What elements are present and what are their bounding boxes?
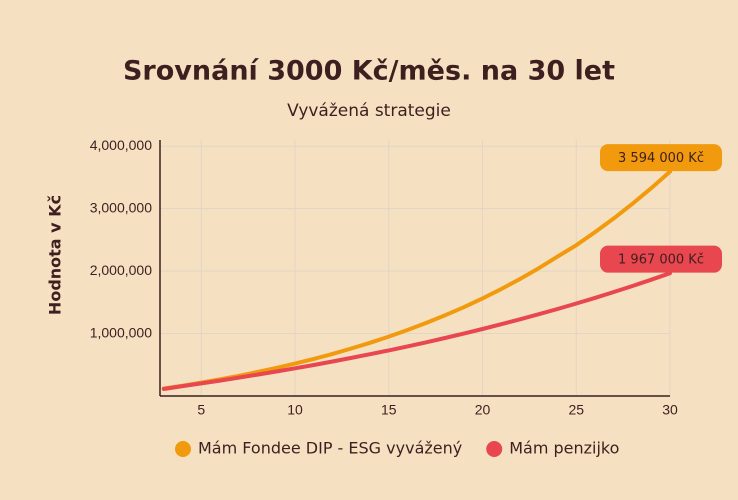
y-tick-label: 1,000,000 xyxy=(90,324,152,340)
series-line xyxy=(161,271,672,391)
y-axis-label: Hodnota v Kč xyxy=(46,195,65,315)
chart-subtitle: Vyvážená strategie xyxy=(287,101,451,121)
chart-title: Srovnání 3000 Kč/měs. na 30 let xyxy=(123,56,615,87)
legend-label: Mám penzijko xyxy=(509,439,619,458)
y-tick-label: 3,000,000 xyxy=(90,199,152,215)
y-tick-label: 2,000,000 xyxy=(90,262,152,278)
legend-marker xyxy=(486,441,503,457)
x-tick-label: 30 xyxy=(662,402,678,418)
x-tick-label: 25 xyxy=(568,402,584,418)
legend-label: Mám Fondee DIP - ESG vyvážený xyxy=(198,439,462,458)
y-tick-label: 4,000,000 xyxy=(90,137,152,153)
x-tick-label: 10 xyxy=(287,402,303,418)
value-label: 1 967 000 Kč xyxy=(618,253,704,268)
value-label-box xyxy=(600,144,722,172)
series-line xyxy=(161,169,672,391)
x-tick-label: 5 xyxy=(197,402,205,418)
x-tick-label: 20 xyxy=(475,402,491,418)
value-label: 3 594 000 Kč xyxy=(618,151,704,166)
legend-marker xyxy=(175,441,191,457)
x-tick-label: 15 xyxy=(381,402,397,418)
value-label-box xyxy=(600,245,722,273)
